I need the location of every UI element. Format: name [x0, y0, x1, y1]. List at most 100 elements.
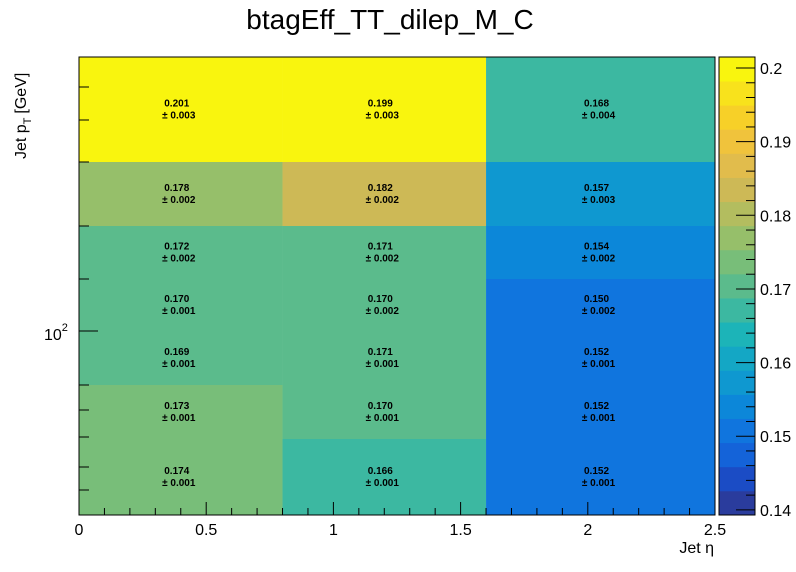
palette-band	[719, 177, 755, 203]
cell-value-label: 0.174	[164, 466, 189, 477]
cell-value-label: 0.171	[368, 347, 393, 358]
palette-band	[719, 153, 755, 178]
heatmap-cell	[79, 385, 283, 439]
y-axis-title-main: Jet p	[13, 124, 30, 159]
cell-value-label: 0.169	[164, 347, 189, 358]
y-axis-title-subscript: T	[22, 117, 34, 124]
cell-error-label: ± 0.002	[366, 195, 400, 206]
cell-error-label: ± 0.002	[162, 254, 196, 265]
heatmap-cell	[486, 331, 715, 385]
heatmap-cell	[282, 57, 487, 162]
x-tick-label: 0.5	[195, 522, 217, 539]
heatmap-cell	[486, 57, 715, 162]
cell-error-label: ± 0.001	[366, 359, 400, 370]
cell-error-label: ± 0.001	[582, 359, 616, 370]
heatmap-cells	[79, 57, 715, 515]
x-tick-label: 1	[329, 522, 338, 539]
heatmap-cell	[79, 57, 283, 162]
heatmap-cell	[486, 385, 715, 439]
heatmap-cell	[486, 279, 715, 331]
z-tick-label: 0.14	[760, 503, 791, 520]
y-tick-label: 102	[44, 322, 68, 344]
heatmap-cell	[486, 226, 715, 279]
heatmap-cell	[79, 162, 283, 226]
y-tick-label-base: 10	[44, 327, 62, 344]
palette-band	[719, 490, 755, 516]
palette-band	[719, 346, 755, 371]
heatmap-cell	[79, 279, 283, 331]
cell-error-label: ± 0.001	[162, 359, 196, 370]
plot-frame	[78, 56, 716, 516]
palette-band	[719, 225, 755, 251]
cell-error-label: ± 0.001	[162, 413, 196, 424]
palette-band	[719, 57, 755, 82]
cell-value-label: 0.170	[368, 294, 393, 305]
z-tick-label: 0.18	[760, 208, 791, 225]
palette-band	[719, 249, 755, 275]
cell-error-label: ± 0.003	[366, 111, 400, 122]
cell-error-label: ± 0.001	[582, 478, 616, 489]
cell-value-label: 0.152	[584, 347, 609, 358]
cell-error-label: ± 0.002	[162, 195, 196, 206]
heatmap-cell	[282, 331, 487, 385]
cell-error-label: ± 0.001	[162, 478, 196, 489]
cell-value-label: 0.172	[164, 242, 189, 253]
cell-error-label: ± 0.002	[582, 306, 616, 317]
x-tick-label: 2	[583, 522, 592, 539]
cell-error-label: ± 0.002	[366, 306, 400, 317]
heatmap-cell	[282, 385, 487, 439]
palette-band	[719, 466, 755, 492]
cell-value-label: 0.157	[584, 183, 609, 194]
palette-band	[719, 442, 755, 468]
y-tick-label-exponent: 2	[62, 322, 68, 334]
palette-band	[719, 201, 755, 227]
heatmap-cell	[282, 226, 487, 279]
y-axis-title: Jet pT [GeV]	[13, 73, 34, 159]
cell-error-label: ± 0.001	[366, 478, 400, 489]
cell-error-label: ± 0.001	[582, 413, 616, 424]
cell-error-label: ± 0.002	[582, 254, 616, 265]
cell-value-label: 0.152	[584, 401, 609, 412]
palette-band	[719, 322, 755, 347]
x-axis-title: Jet η	[679, 540, 714, 557]
cell-value-label: 0.199	[368, 99, 393, 110]
color-palette: 0.14 0.15 0.16 0.17 0.18 0.19 0.2	[718, 56, 791, 520]
cell-error-label: ± 0.001	[162, 306, 196, 317]
cell-value-label: 0.150	[584, 294, 609, 305]
heatmap-cell	[79, 226, 283, 279]
cell-error-label: ± 0.004	[582, 111, 616, 122]
x-tick-label: 1.5	[449, 522, 471, 539]
x-axis: 0 0.5 1 1.5 2 2.5	[75, 502, 726, 539]
cell-value-label: 0.168	[584, 99, 609, 110]
palette-band	[719, 370, 755, 395]
cell-error-label: ± 0.001	[366, 413, 400, 424]
heatmap-cell	[282, 162, 487, 226]
z-tick-label: 0.17	[760, 282, 791, 299]
x-tick-label: 0	[75, 522, 84, 539]
cell-value-label: 0.171	[368, 242, 393, 253]
cell-value-label: 0.166	[368, 466, 393, 477]
y-axis-title-unit: [GeV]	[13, 73, 30, 114]
cell-error-label: ± 0.003	[582, 195, 616, 206]
y-axis: 102	[44, 56, 98, 491]
chart-title: btagEff_TT_dilep_M_C	[246, 4, 533, 35]
palette-band	[719, 81, 755, 106]
cell-value-label: 0.154	[584, 242, 609, 253]
cell-error-label: ± 0.002	[366, 254, 400, 265]
z-tick-label: 0.16	[760, 356, 791, 373]
heatmap-cell	[486, 439, 715, 515]
heatmap-cell	[79, 331, 283, 385]
z-tick-label: 0.15	[760, 429, 791, 446]
z-tick-label: 0.19	[760, 135, 791, 152]
cell-value-label: 0.152	[584, 466, 609, 477]
cell-error-label: ± 0.003	[162, 111, 196, 122]
heatmap-cell	[282, 279, 487, 331]
heatmap-cell	[282, 439, 487, 515]
heatmap-cell	[486, 162, 715, 226]
palette-band	[719, 418, 755, 444]
cell-value-label: 0.178	[164, 183, 189, 194]
palette-frame	[718, 56, 756, 516]
